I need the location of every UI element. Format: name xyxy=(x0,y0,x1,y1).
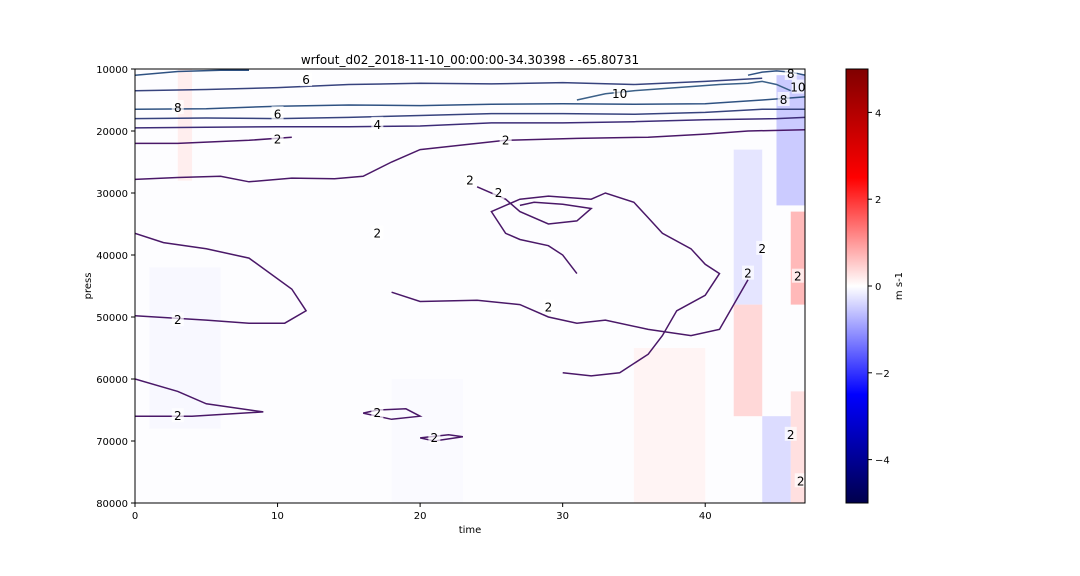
y-tick-label: 50000 xyxy=(96,313,128,324)
y-axis: 10000 20000 30000 40000 50000 60000 70000 80000 xyxy=(96,65,135,510)
heat-cell xyxy=(790,211,805,305)
contour-label-bg xyxy=(613,85,626,100)
heat-cell xyxy=(149,267,221,429)
contour-label-bg xyxy=(171,100,184,115)
contour-label: 2 xyxy=(431,431,439,445)
contour-label-bg xyxy=(756,240,769,255)
contour-label: 6 xyxy=(302,73,310,87)
x-axis: 0 10 20 30 40 xyxy=(132,503,712,522)
contour-label: 2 xyxy=(495,186,503,200)
colorbar-tick-label: −4 xyxy=(875,456,890,467)
contour-line xyxy=(135,108,805,120)
contour-line xyxy=(391,279,749,337)
heat-cell xyxy=(177,69,193,181)
y-tick-label: 60000 xyxy=(96,375,128,386)
contour-label-bg xyxy=(741,265,754,280)
x-tick-label: 30 xyxy=(556,511,569,522)
contour-label: 2 xyxy=(502,133,510,147)
contour-label-bg xyxy=(171,408,184,423)
colorbar-tick-label: 2 xyxy=(875,195,881,206)
contour-label: 2 xyxy=(797,474,805,488)
x-axis-label: time xyxy=(459,525,482,536)
contour-label-bg xyxy=(499,132,512,147)
y-tick-label: 80000 xyxy=(96,499,128,510)
contour-label: 2 xyxy=(174,409,182,423)
contour-label: 2 xyxy=(274,133,282,147)
contour-label: 2 xyxy=(787,428,795,442)
chart-title: wrfout_d02_2018-11-10_00:00:00-34.30398 … xyxy=(301,53,639,67)
contour-line xyxy=(135,116,805,129)
y-tick-label: 40000 xyxy=(96,251,128,262)
contour-label-bg xyxy=(464,172,476,187)
contour-label: 6 xyxy=(274,107,282,121)
contour-label-bg xyxy=(791,268,804,283)
colorbar-tick-label: 0 xyxy=(875,282,881,293)
x-tick-label: 10 xyxy=(271,511,284,522)
contour-label-bg xyxy=(428,429,441,444)
x-tick-label: 0 xyxy=(132,511,138,522)
contour-line xyxy=(135,232,308,324)
heat-cell xyxy=(633,348,706,503)
plot-frame xyxy=(134,68,806,504)
contour-label-bg xyxy=(371,225,384,240)
contour-label-bg xyxy=(300,72,313,87)
contour-label: 2 xyxy=(174,313,182,327)
contour-label: 2 xyxy=(744,267,752,281)
contour-label-bg xyxy=(371,405,384,420)
contour-label: 2 xyxy=(374,406,382,420)
y-tick-label: 30000 xyxy=(96,189,128,200)
x-tick-label: 40 xyxy=(699,511,712,522)
contour-label-bg xyxy=(271,131,284,146)
contour-label-bg xyxy=(794,473,807,488)
colorbar-ticks: 4 2 0 −2 −4 xyxy=(868,108,890,467)
y-axis-label: press xyxy=(83,273,94,300)
heat-cell xyxy=(733,304,763,417)
contour-label-bg xyxy=(171,312,184,327)
contour-line xyxy=(135,129,805,183)
contour-label: 8 xyxy=(780,93,788,107)
contour-line xyxy=(135,77,763,92)
contour-label-bg xyxy=(492,185,505,199)
contour-line xyxy=(135,69,249,76)
contour-label: 2 xyxy=(466,174,474,188)
contour-label: 8 xyxy=(174,101,182,115)
contour-label-bg xyxy=(371,116,384,131)
colorbar xyxy=(845,68,869,504)
contour-label-bg xyxy=(542,299,555,314)
contour-label: 10 xyxy=(612,87,627,101)
contour-label-bg xyxy=(777,92,790,106)
contour-label-bg xyxy=(784,426,797,441)
contour-label: 2 xyxy=(794,270,802,284)
heat-cell xyxy=(391,379,463,503)
x-tick-label: 20 xyxy=(414,511,427,522)
contour-line xyxy=(135,96,805,111)
colorbar-tick-label: 4 xyxy=(875,108,881,119)
heat-cells xyxy=(149,69,805,503)
heat-cell xyxy=(733,149,763,305)
y-tick-label: 70000 xyxy=(96,437,128,448)
y-tick-label: 20000 xyxy=(96,127,128,138)
contour-line xyxy=(490,192,721,377)
contour-line xyxy=(135,136,292,145)
contour-label: 10 xyxy=(790,81,805,95)
colorbar-label: m s-1 xyxy=(894,272,905,300)
contour-label: 8 xyxy=(787,67,795,81)
y-tick-label: 10000 xyxy=(96,65,128,76)
contour-label-bg xyxy=(271,106,284,121)
contour-label: 2 xyxy=(374,226,382,240)
contour-label: 2 xyxy=(545,301,553,315)
contour-label: 4 xyxy=(374,118,382,132)
contour-label-bg xyxy=(791,79,804,94)
colorbar-tick-label: −2 xyxy=(875,369,890,380)
contour-label: 2 xyxy=(758,242,766,256)
